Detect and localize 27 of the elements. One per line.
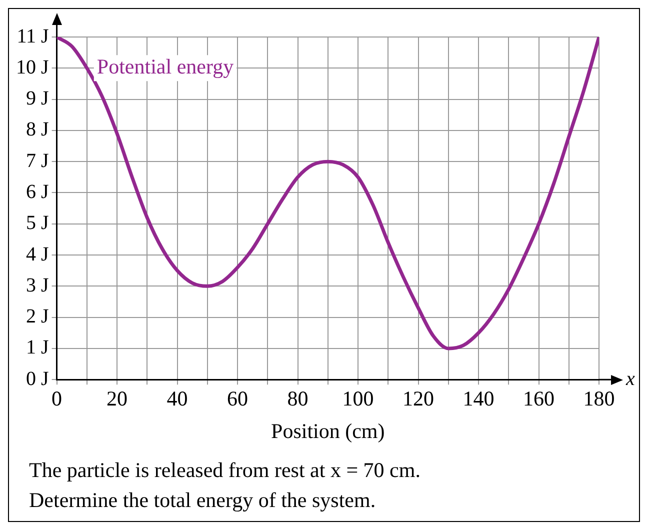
y-tick-label: 2 J xyxy=(26,306,49,328)
x-tick-label: 40 xyxy=(166,386,188,411)
x-axis-title: Position (cm) xyxy=(271,418,385,443)
y-tick-label: 11 J xyxy=(16,25,49,48)
x-tick-label: 80 xyxy=(287,386,308,411)
x-tick-label: 140 xyxy=(462,386,494,411)
x-tick-label: 0 xyxy=(52,386,62,411)
x-tick-label: 120 xyxy=(402,386,434,411)
series-label: Potential energy xyxy=(96,54,234,79)
y-tick-label: 6 J xyxy=(26,180,49,203)
y-tick-label: 8 J xyxy=(26,118,49,141)
y-tick-label: 9 J xyxy=(26,88,49,110)
y-tick-label: 5 J xyxy=(26,212,49,234)
y-tick-label: 10 J xyxy=(16,56,49,78)
y-tick-label: 4 J xyxy=(26,243,49,266)
y-tick-label: 0 J xyxy=(26,368,49,390)
x-tick-label: 20 xyxy=(106,386,128,411)
y-tick-label: 3 J xyxy=(26,274,49,296)
x-tick-label: 160 xyxy=(523,386,555,411)
text: x xyxy=(625,368,635,390)
x-tick-label: 180 xyxy=(583,386,615,411)
text: The particle is released from rest at x = 70 cm. xyxy=(29,457,422,484)
x-tick-label: 100 xyxy=(342,386,374,411)
y-tick-label: 7 J xyxy=(26,150,49,172)
y-tick-label: 1 J xyxy=(26,336,49,359)
text: Determine the total energy of the system. xyxy=(29,487,377,514)
x-tick-label: 60 xyxy=(227,386,248,411)
